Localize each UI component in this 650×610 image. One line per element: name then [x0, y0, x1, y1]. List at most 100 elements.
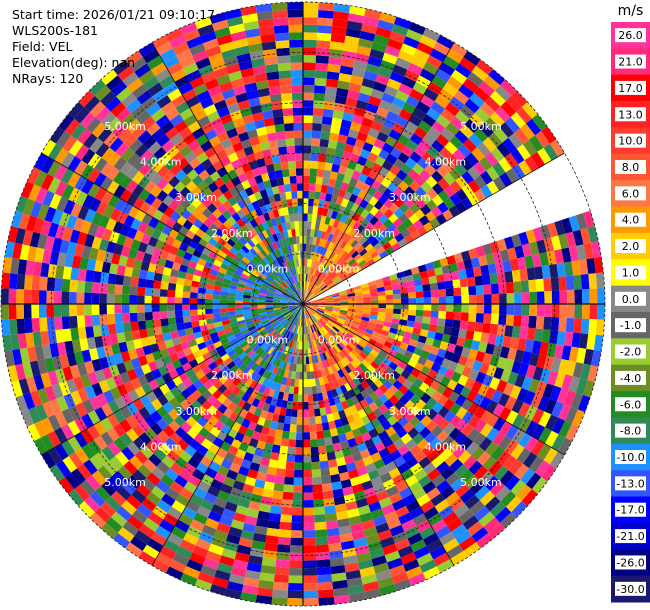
ppi-gate-cell: [499, 470, 515, 486]
ppi-gate-cell: [144, 295, 153, 304]
ppi-gate-cell: [186, 559, 203, 572]
ppi-gate-cell: [348, 306, 356, 310]
ppi-gate-cell: [351, 170, 362, 180]
ppi-gate-cell: [293, 213, 299, 222]
ppi-gate-cell: [317, 297, 325, 301]
ppi-gate-cell: [31, 304, 40, 319]
ppi-gate-cell: [273, 374, 280, 383]
ppi-gate-cell: [332, 298, 341, 301]
ppi-gate-cell: [372, 407, 383, 418]
ppi-gate-cell: [478, 511, 495, 527]
ppi-gate-cell: [370, 300, 379, 304]
ppi-gate-cell: [415, 186, 427, 198]
ppi-gate-cell: [185, 500, 201, 513]
ppi-gate-cell: [204, 467, 218, 479]
ppi-gate-cell: [376, 315, 386, 322]
ppi-gate-cell: [416, 304, 424, 311]
ppi-gate-cell: [107, 441, 122, 457]
ppi-gate-cell: [297, 318, 300, 327]
ppi-gate-cell: [524, 436, 539, 453]
ppi-gate-cell: [467, 276, 476, 287]
ppi-gate-cell: [331, 346, 339, 355]
ppi-gate-cell: [260, 330, 268, 338]
ppi-gate-cell: [439, 341, 449, 351]
ppi-gate-cell: [307, 266, 311, 275]
ppi-gate-cell: [383, 321, 392, 328]
ppi-gate-cell: [264, 542, 278, 552]
ppi-gate-cell: [442, 55, 460, 70]
ppi-gate-cell: [369, 314, 378, 320]
ppi-gate-cell: [322, 490, 334, 500]
ppi-gate-cell: [348, 298, 356, 302]
ppi-gate-cell: [159, 289, 168, 297]
ppi-gate-cell: [514, 349, 525, 363]
ppi-gate-cell: [465, 441, 480, 456]
ppi-gate-cell: [137, 320, 147, 330]
ppi-gate-cell: [347, 437, 358, 448]
ppi-gate-cell: [305, 326, 308, 335]
ppi-gate-cell: [320, 184, 329, 194]
ppi-gate-cell: [310, 371, 315, 380]
ppi-gate-cell: [382, 160, 394, 172]
ppi-gate-cell: [352, 386, 361, 396]
ppi-gate-cell: [138, 432, 152, 446]
ppi-gate-cell: [308, 401, 315, 410]
ppi-gate-cell: [365, 494, 379, 506]
ppi-gate-cell: [308, 293, 315, 300]
ppi-gate-cell: [416, 101, 431, 115]
ppi-gate-cell: [438, 505, 454, 520]
ppi-gate-cell: [354, 402, 364, 412]
ppi-gate-cell: [348, 371, 357, 380]
ppi-gate-cell: [254, 479, 266, 489]
ppi-gate-cell: [554, 249, 564, 264]
ppi-gate-cell: [281, 345, 287, 354]
ppi-gate-cell: [293, 333, 297, 341]
ppi-gate-cell: [364, 356, 374, 365]
ppi-gate-cell: [212, 308, 221, 314]
ppi-gate-cell: [267, 346, 275, 355]
ppi-gate-cell: [471, 65, 489, 82]
ppi-gate-cell: [379, 472, 393, 484]
ppi-gate-cell: [589, 304, 598, 320]
ppi-gate-cell: [535, 460, 550, 478]
ppi-gate-cell: [61, 291, 70, 304]
ppi-gate-cell: [371, 555, 387, 567]
ppi-gate-cell: [416, 552, 434, 567]
ppi-gate-cell: [400, 163, 413, 175]
ppi-gate-cell: [340, 232, 349, 241]
ppi-gate-cell: [350, 239, 359, 248]
ppi-gate-cell: [329, 316, 338, 322]
ppi-gate-cell: [361, 334, 371, 342]
ppi-gate-cell: [113, 423, 126, 438]
ppi-gate-cell: [381, 142, 394, 154]
ppi-gate-cell: [100, 272, 110, 284]
ppi-gate-cell: [434, 332, 444, 342]
ppi-gate-cell: [251, 540, 266, 551]
ppi-gate-cell: [426, 107, 441, 121]
ppi-gate-cell: [368, 95, 382, 107]
ppi-gate-cell: [290, 530, 303, 539]
ppi-gate-cell: [571, 409, 585, 427]
ppi-gate-cell: [340, 367, 349, 376]
ppi-gate-cell: [407, 427, 420, 439]
ppi-gate-cell: [316, 168, 325, 178]
ppi-gate-cell: [307, 318, 312, 326]
ppi-gate-cell: [236, 389, 246, 399]
ppi-gate-cell: [467, 521, 484, 537]
ppi-gate-cell: [422, 132, 437, 146]
ppi-gate-cell: [546, 342, 557, 358]
ppi-gate-cell: [304, 289, 307, 297]
ppi-gate-cell: [537, 147, 552, 165]
ppi-gate-cell: [336, 268, 345, 276]
ppi-gate-cell: [287, 315, 294, 322]
ppi-gate-cell: [278, 70, 292, 79]
ppi-gate-cell: [199, 346, 209, 356]
ppi-gate-cell: [385, 232, 395, 242]
ppi-gate-cell: [265, 395, 273, 405]
ppi-gate-cell: [532, 227, 544, 242]
ppi-gate-cell: [169, 462, 184, 476]
ppi-gate-cell: [422, 283, 431, 292]
ppi-gate-cell: [272, 9, 288, 19]
ppi-gate-cell: [441, 264, 451, 275]
ppi-gate-cell: [502, 137, 517, 154]
